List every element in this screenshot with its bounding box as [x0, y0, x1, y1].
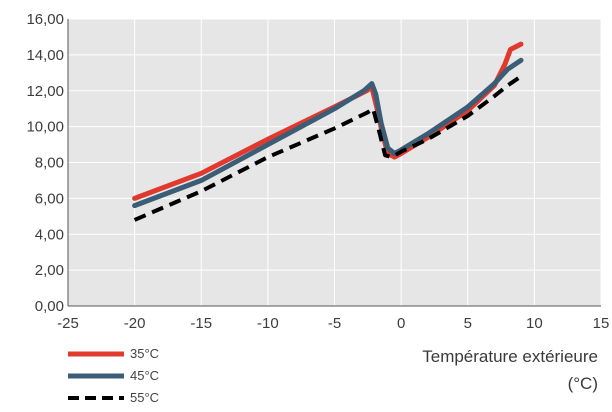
x-tick-label: 10	[526, 315, 543, 332]
line-chart: -25 -20 -15 -10 -5 0 5 10 15 0,00 2,00 4,00 6,00 8,00…	[26, 11, 609, 332]
series-layer	[132, 41, 524, 222]
legend-swatch-35	[68, 351, 124, 357]
y-tick-label: 0,00	[35, 298, 64, 315]
x-axis-label: Température extérieure (°C)	[348, 343, 598, 397]
legend-item-45: 45°C	[66, 365, 206, 387]
y-tick-label: 2,00	[35, 262, 64, 279]
x-tick-label: 0	[397, 315, 405, 332]
legend: 35°C 45°C 55°C	[66, 343, 206, 409]
tick-labels: -25 -20 -15 -10 -5 0 5 10 15 0,00 2,00 4,00 6,00 8,00…	[26, 11, 609, 332]
x-axis-label-line-1: Température extérieure	[422, 347, 598, 366]
legend-label-55: 55°C	[130, 390, 160, 405]
x-axis-label-line-2: (°C)	[567, 374, 598, 393]
y-tick-label: 4,00	[35, 226, 64, 243]
legend-item-35: 35°C	[66, 343, 206, 365]
legend-label-45: 45°C	[130, 368, 160, 383]
series-line-2	[133, 74, 523, 222]
legend-label-35: 35°C	[130, 346, 160, 361]
x-tick-label: -25	[57, 315, 79, 332]
axes	[67, 19, 601, 307]
legend-swatch-55	[68, 396, 124, 400]
legend-swatch-45	[68, 373, 124, 379]
grid-lines	[68, 18, 602, 306]
y-tick-label: 8,00	[35, 155, 64, 172]
y-tick-label: 6,00	[35, 190, 64, 207]
y-tick-label: 12,00	[26, 83, 64, 100]
legend-item-55: 55°C	[66, 387, 206, 409]
y-tick-label: 16,00	[26, 11, 64, 28]
x-tick-label: -20	[124, 315, 146, 332]
x-tick-label: -15	[190, 315, 212, 332]
y-tick-label: 14,00	[26, 47, 64, 64]
x-tick-label: -5	[328, 315, 341, 332]
x-tick-label: 15	[593, 315, 610, 332]
x-tick-label: -10	[257, 315, 279, 332]
y-tick-label: 10,00	[26, 119, 64, 136]
x-tick-label: 5	[464, 315, 472, 332]
series-line-1	[132, 57, 524, 209]
